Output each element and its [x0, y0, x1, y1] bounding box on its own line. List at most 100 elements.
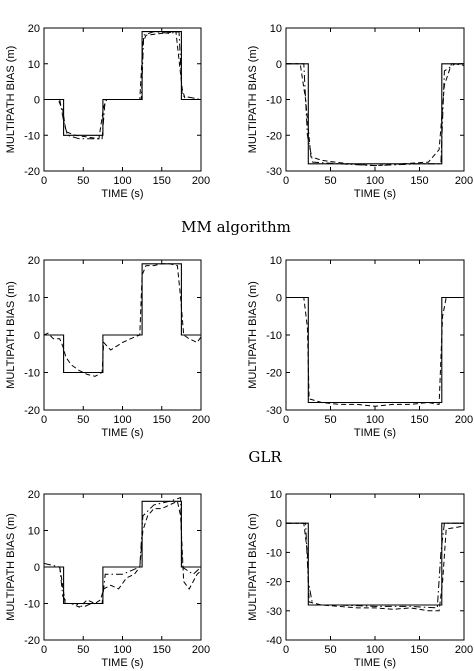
x-tick-label: 200 — [192, 644, 210, 656]
y-tick-label: -10 — [24, 599, 40, 611]
series-line-dashed — [44, 263, 201, 377]
series-line-dashed — [286, 297, 464, 407]
series-line-solid — [44, 263, 201, 374]
x-axis-label: TIME (s) — [354, 657, 396, 669]
x-tick-label: 150 — [153, 414, 171, 426]
x-tick-label: 50 — [77, 175, 89, 187]
y-tick-label: -20 — [266, 368, 282, 380]
y-axis-label: MULTIPATH BIAS (m) — [247, 281, 259, 389]
y-tick-label: 0 — [276, 518, 282, 530]
y-axis-label: MULTIPATH BIAS (m) — [5, 46, 17, 154]
x-tick-label: 100 — [366, 644, 384, 656]
series-line-dashed — [286, 522, 464, 612]
y-tick-label: 10 — [270, 23, 282, 35]
y-tick-label: 0 — [34, 562, 40, 574]
x-axis-label: TIME (s) — [101, 188, 143, 200]
y-axis-label: MULTIPATH BIAS (m) — [5, 513, 17, 621]
y-tick-label: -10 — [24, 130, 40, 142]
x-tick-label: 50 — [77, 644, 89, 656]
y-tick-label: 20 — [28, 489, 40, 501]
x-tick-label: 200 — [192, 414, 210, 426]
y-tick-label: 10 — [270, 255, 282, 267]
x-tick-label: 100 — [113, 414, 131, 426]
series-line-solid — [44, 500, 201, 605]
y-tick-label: 0 — [276, 59, 282, 71]
y-tick-label: -10 — [266, 547, 282, 559]
x-tick-label: 0 — [283, 644, 289, 656]
x-tick-label: 50 — [77, 414, 89, 426]
chart-panel-3: 0 50 100 150 200 -20 -10 0 10 20 TIME (s) MULTIPATH… — [5, 255, 210, 439]
x-tick-label: 100 — [113, 644, 131, 656]
x-axis-label: TIME (s) — [101, 427, 143, 439]
y-tick-label: -30 — [266, 166, 282, 178]
y-tick-label: -20 — [24, 166, 40, 178]
y-tick-label: -20 — [266, 577, 282, 589]
x-tick-label: 0 — [283, 175, 289, 187]
y-tick-label: -10 — [266, 95, 282, 107]
x-tick-label: 0 — [41, 175, 47, 187]
chart-panel-1: 0 50 100 150 200 -20 -10 0 10 20 TIME (s) MULTIPATH… — [5, 23, 210, 200]
y-tick-label: 0 — [34, 95, 40, 107]
y-axis-label: MULTIPATH BIAS (m) — [247, 513, 259, 621]
y-tick-label: 10 — [28, 293, 40, 305]
y-tick-label: 10 — [270, 489, 282, 501]
series-line-dashed — [286, 63, 464, 167]
x-tick-label: 150 — [410, 644, 428, 656]
x-tick-label: 150 — [153, 644, 171, 656]
chart-panel-2: 0 50 100 150 200 -30 -20 -10 0 10 TIME (s) MULTIPAT… — [247, 23, 473, 200]
plot-frame — [285, 493, 465, 641]
x-tick-label: 0 — [41, 414, 47, 426]
series-line-dashdot — [286, 63, 464, 167]
y-tick-label: -30 — [266, 606, 282, 618]
y-tick-label: 0 — [276, 293, 282, 305]
x-tick-label: 50 — [324, 644, 336, 656]
caption-glr: GLR — [248, 448, 282, 466]
chart-panel-5: 0 50 100 150 200 -20 -10 0 10 20 TIME (s) MULTIPATH… — [5, 489, 210, 669]
x-axis-label: TIME (s) — [354, 427, 396, 439]
plot-frame — [285, 259, 465, 411]
x-tick-label: 0 — [283, 414, 289, 426]
x-tick-label: 100 — [366, 175, 384, 187]
x-tick-label: 200 — [455, 414, 473, 426]
x-tick-label: 50 — [324, 175, 336, 187]
x-tick-label: 150 — [153, 175, 171, 187]
x-axis-label: TIME (s) — [101, 657, 143, 669]
y-tick-label: -10 — [24, 368, 40, 380]
y-tick-label: -20 — [266, 130, 282, 142]
y-tick-label: 20 — [28, 255, 40, 267]
x-tick-label: 200 — [192, 175, 210, 187]
series-line-dashdot — [44, 496, 201, 608]
caption-mm-algorithm: MM algorithm — [181, 218, 291, 236]
x-tick-label: 150 — [410, 414, 428, 426]
y-tick-label: -10 — [266, 330, 282, 342]
x-tick-label: 200 — [455, 175, 473, 187]
y-tick-label: -20 — [24, 405, 40, 417]
series-line-solid — [286, 296, 464, 404]
y-tick-label: -20 — [24, 635, 40, 647]
x-tick-label: 200 — [455, 644, 473, 656]
chart-panel-6: 0 50 100 150 200 -40 -30 -20 -10 0 10 TIME (s) MULTI… — [247, 489, 473, 669]
y-axis-label: MULTIPATH BIAS (m) — [5, 281, 17, 389]
y-tick-label: 10 — [28, 59, 40, 71]
series-line-dashdot — [286, 522, 464, 609]
y-tick-label: -30 — [266, 405, 282, 417]
x-tick-label: 100 — [366, 414, 384, 426]
y-tick-label: -40 — [266, 635, 282, 647]
y-tick-label: 10 — [28, 526, 40, 538]
x-tick-label: 50 — [324, 414, 336, 426]
y-tick-label: 0 — [34, 330, 40, 342]
series-line-dashdot — [44, 31, 201, 140]
plot-frame — [285, 27, 465, 172]
x-tick-label: 150 — [410, 175, 428, 187]
series-line-dashed — [44, 500, 201, 608]
series-line-solid — [286, 522, 464, 606]
x-axis-label: TIME (s) — [354, 188, 396, 200]
chart-panel-4: 0 50 100 150 200 -30 -20 -10 0 10 TIME (s) MULTIPAT… — [247, 255, 473, 439]
x-tick-label: 100 — [113, 175, 131, 187]
y-tick-label: 20 — [28, 23, 40, 35]
series-line-dashed — [44, 31, 201, 140]
series-line-solid — [286, 63, 464, 165]
y-axis-label: MULTIPATH BIAS (m) — [247, 46, 259, 154]
x-tick-label: 0 — [41, 644, 47, 656]
